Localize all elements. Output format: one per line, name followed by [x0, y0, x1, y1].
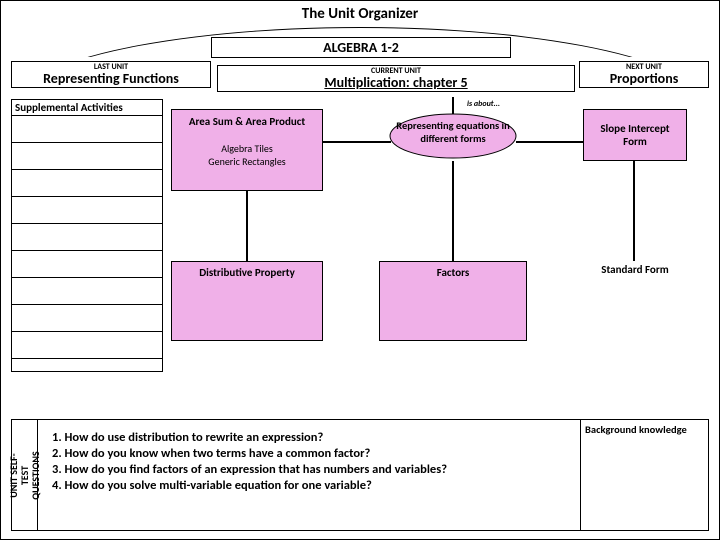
connector	[516, 141, 584, 143]
connector	[246, 191, 248, 261]
connector	[633, 161, 635, 261]
supp-row	[12, 116, 162, 143]
supp-row	[12, 332, 162, 359]
question-item: How do you solve multi-variable equation…	[52, 478, 574, 493]
last-unit-value: Representing Functions	[12, 71, 210, 87]
next-unit-box: NEXT UNIT Proportions	[579, 61, 709, 88]
supplemental-activities: Supplemental Activities	[11, 99, 163, 372]
supp-row	[12, 251, 162, 278]
unit-organizer: The Unit Organizer ALGEBRA 1-2 LAST UNIT…	[0, 0, 720, 540]
node-factors-label: Factors	[437, 266, 470, 279]
node-dist-label: Distributive Property	[199, 266, 295, 279]
supp-row	[12, 197, 162, 224]
questions-list: How do use distribution to rewrite an ex…	[44, 430, 574, 493]
question-item: How do use distribution to rewrite an ex…	[52, 430, 574, 445]
last-unit-box: LAST UNIT Representing Functions	[11, 61, 211, 88]
questions-side-label: UNIT SELF-TEST QUESTIONS	[12, 420, 38, 530]
self-test-questions: UNIT SELF-TEST QUESTIONS How do use dist…	[11, 419, 709, 531]
question-item: How do you find factors of an expression…	[52, 462, 574, 477]
node-slope: Slope Intercept Form	[583, 109, 687, 161]
connector	[452, 161, 454, 261]
node-area-sum-sub: Algebra Tiles Generic Rectangles	[176, 142, 318, 168]
node-dist: Distributive Property	[171, 261, 323, 341]
page-title: The Unit Organizer	[1, 1, 719, 25]
node-area-sum-title: Area Sum & Area Product	[176, 112, 318, 128]
node-rep: Representing equations in different form…	[393, 119, 513, 145]
node-area-sum: Area Sum & Area Product Algebra Tiles Ge…	[171, 109, 323, 191]
unit-row: LAST UNIT Representing Functions CURRENT…	[11, 61, 709, 101]
concept-map: is about... Area Sum & Area Product Alge…	[171, 101, 709, 391]
connector	[323, 141, 391, 143]
course-label: ALGEBRA 1-2	[211, 37, 511, 58]
supp-row	[12, 305, 162, 332]
node-std-label: Standard Form	[601, 263, 668, 276]
node-slope-label: Slope Intercept Form	[588, 122, 682, 148]
supplemental-header: Supplemental Activities	[12, 100, 162, 116]
background-knowledge-label: Background knowledge	[585, 423, 687, 436]
question-item: How do you know when two terms have a co…	[52, 446, 574, 461]
questions-right: Background knowledge	[580, 420, 708, 530]
current-unit-box: CURRENT UNIT Multiplication: chapter 5	[217, 65, 575, 92]
about-label: is about...	[467, 99, 500, 109]
node-factors: Factors	[379, 261, 527, 341]
node-std: Standard Form	[583, 261, 687, 331]
supp-row	[12, 359, 162, 371]
supp-row	[12, 143, 162, 170]
supp-row	[12, 170, 162, 197]
next-unit-value: Proportions	[580, 71, 708, 87]
current-unit-value: Multiplication: chapter 5	[218, 75, 574, 91]
questions-body: How do use distribution to rewrite an ex…	[38, 420, 580, 530]
supp-row	[12, 224, 162, 251]
supp-row	[12, 278, 162, 305]
questions-side-text: UNIT SELF-TEST QUESTIONS	[8, 451, 41, 500]
